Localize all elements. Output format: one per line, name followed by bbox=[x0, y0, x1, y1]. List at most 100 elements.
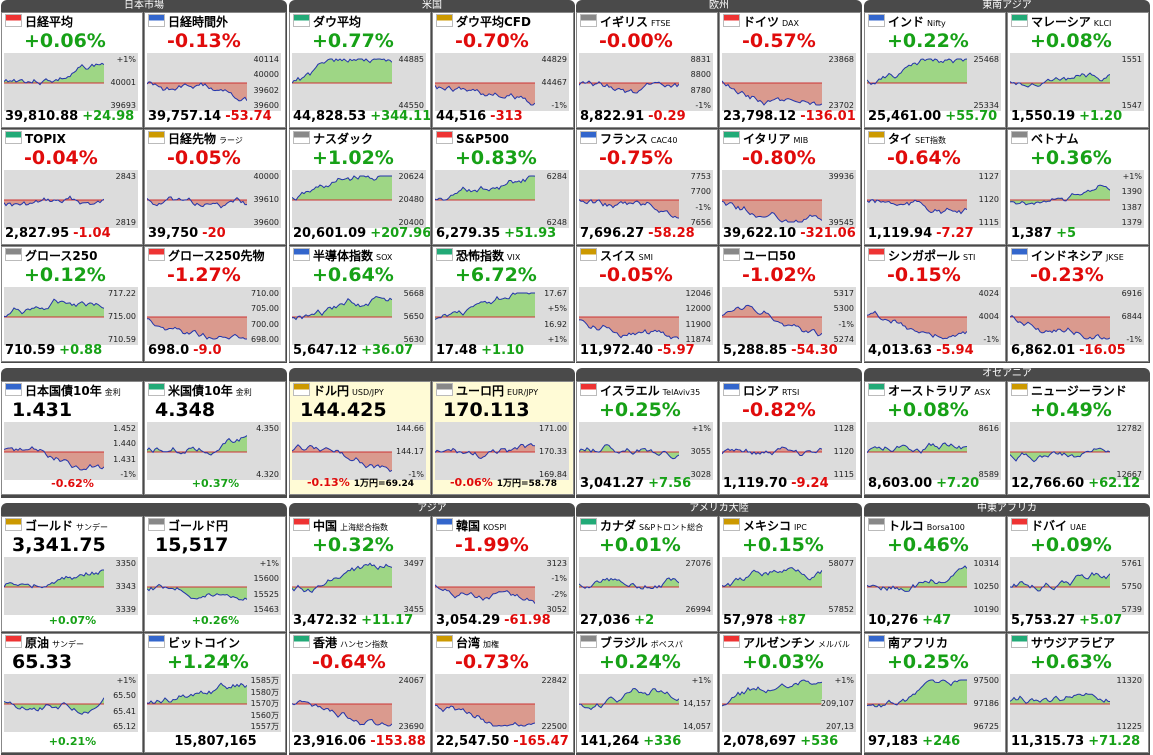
market-tile[interactable]: 日経平均 +0.06% +1% 40001 39693 39,810.88 +24.98 bbox=[1, 12, 143, 128]
market-tile[interactable]: スイス SMI -0.05% 12046 12000 11900 11874 11,972.4… bbox=[576, 246, 718, 362]
market-tile[interactable]: グロース250先物 -1.27% 710.00 705.00 700.00 698.00 6… bbox=[144, 246, 286, 362]
market-tile[interactable]: タイ SET指数 -0.64% 1127 1120 1115 1,119.94 -7.27 bbox=[864, 129, 1006, 245]
market-tile[interactable]: ニュージーランド +0.49% 12782 12667 12,766.60 +62.12 bbox=[1007, 381, 1149, 495]
market-tile[interactable]: イギリス FTSE -0.00% 8831 8800 8780 -1% 8,822.91 -0.… bbox=[576, 12, 718, 128]
price-change: +5.07 bbox=[1079, 613, 1123, 628]
market-tile[interactable]: ナスダック +1.02% 20624 20480 20400 20,601.09 +207.… bbox=[289, 129, 431, 245]
sparkline-area: 5761 5750 5739 bbox=[1009, 557, 1144, 615]
market-tile[interactable]: 原油 サンデー 65.33 +1% 65.50 65.41 65.12 +0.21% bbox=[1, 633, 143, 753]
tile-name-row: S&P500 bbox=[436, 131, 509, 147]
market-tile[interactable]: インド Nifty +0.22% 25468 25334 25,461.00 +55.70 bbox=[864, 12, 1006, 128]
sparkline-area: 1551 1547 bbox=[1009, 53, 1144, 111]
market-tile[interactable]: 日本国債10年 金利 1.431 1.452 1.440 1.431 -1% -0.62% bbox=[1, 381, 143, 495]
headline-value: +0.15% bbox=[742, 534, 824, 556]
market-tile[interactable]: TOPIX -0.04% 2843 2819 2,827.95 -1.04 bbox=[1, 129, 143, 245]
market-tile[interactable]: グロース250 +0.12% 717.22 715.00 710.59 710.59 +0.… bbox=[1, 246, 143, 362]
axis-label: 700.00 bbox=[251, 319, 279, 329]
market-code: FTSE bbox=[651, 19, 671, 28]
market-tile[interactable]: 南アフリカ +0.25% 97500 97186 96725 97,183 +246 bbox=[864, 633, 1006, 753]
axis-label: +1% bbox=[259, 559, 279, 568]
headline-value: +0.06% bbox=[24, 30, 106, 52]
flag-icon bbox=[293, 518, 310, 531]
sparkline-area: 17.67 +5% 16.92 +1% bbox=[434, 287, 569, 345]
sparkline-decor bbox=[578, 198, 680, 219]
market-tile[interactable]: ダウ平均 +0.77% 44885 44550 44,828.53 +344.11 bbox=[289, 12, 431, 128]
flag-icon bbox=[723, 383, 740, 396]
tile-footer: 5,753.27 +5.07 bbox=[1011, 613, 1146, 629]
flag-icon bbox=[723, 131, 740, 144]
axis-label: 1.440 bbox=[113, 439, 136, 449]
market-tile[interactable]: ビットコイン +1.24% 1585万 1580万 1570万 1560万 1557万 15,… bbox=[144, 633, 286, 753]
market-tile[interactable]: ドバイ UAE +0.09% 5761 5750 5739 5,753.27 +5.07 bbox=[1007, 516, 1149, 632]
axis-label: 2843 bbox=[115, 172, 136, 181]
market-tile[interactable]: ユーロ50 -1.02% 5317 5300 -1% 5274 5,288.85 -54.30 bbox=[719, 246, 861, 362]
market-tile[interactable]: ベトナム +0.36% +1% 1390 1387 1379 1,387 +5 bbox=[1007, 129, 1149, 245]
market-tile[interactable]: 米国債10年 金利 4.348 4.350 4.320 +0.37% bbox=[144, 381, 286, 495]
market-tile[interactable]: フランス CAC40 -0.75% 7753 7700 -1% 7656 7,696.27 -5… bbox=[576, 129, 718, 245]
market-tile[interactable]: 日経先物 ラージ -0.05% 40000 39610 39600 39,750 -20 bbox=[144, 129, 286, 245]
yen-rate: 1万円=58.78 bbox=[496, 479, 557, 489]
axis-label: 5668 bbox=[403, 289, 424, 298]
sparkline-decor bbox=[866, 310, 968, 340]
market-tile[interactable]: S&P500 +0.83% 6284 6248 6,279.35 +51.93 bbox=[432, 129, 574, 245]
market-tile[interactable]: インドネシア JKSE -0.23% 6916 6844 -1% 6,862.01 -16.0… bbox=[1007, 246, 1149, 362]
market-tile[interactable]: ドイツ DAX -0.57% 23868 23702 23,798.12 -136.01 bbox=[719, 12, 861, 128]
axis-label: 40114 bbox=[253, 55, 279, 64]
flag-icon bbox=[580, 518, 597, 531]
market-tile[interactable]: ユーロ円 EUR/JPY 170.113 171.00 170.33 169.84 -0.0… bbox=[432, 381, 574, 495]
market-tile[interactable]: 台湾 加権 -0.73% 22842 22500 22,547.50 -165.47 bbox=[432, 633, 574, 753]
market-tile[interactable]: オーストラリア ASX +0.08% 8616 8589 8,603.00 +7.20 bbox=[864, 381, 1006, 495]
market-tile[interactable]: マレーシア KLCI +0.08% 1551 1547 1,550.19 +1.20 bbox=[1007, 12, 1149, 128]
market-tile[interactable]: ドル円 USD/JPY 144.425 144.66 144.17 -1% -0.13% 1万… bbox=[289, 381, 431, 495]
axis-label: 5630 bbox=[403, 335, 424, 344]
sparkline-area: 6284 6248 bbox=[434, 170, 569, 228]
sparkline-area: 10314 10250 10190 bbox=[866, 557, 1001, 615]
market-tile[interactable]: 韓国 KOSPI -1.99% 3123 -1% -2% 3052 3,054.29 -61.9… bbox=[432, 516, 574, 632]
flag-icon bbox=[723, 14, 740, 27]
market-tile[interactable]: ダウ平均CFD -0.70% 44829 44467 -1% 44,516 -313 bbox=[432, 12, 574, 128]
tile-footer: 17.48 +1.10 bbox=[436, 343, 571, 359]
axis-label: 11225 bbox=[1116, 722, 1142, 731]
tile-footer: 3,054.29 -61.98 bbox=[436, 613, 571, 629]
market-tile[interactable]: 香港 ハンセン指数 -0.64% 24067 23690 23,916.06 -153.88 bbox=[289, 633, 431, 753]
sparkline-decor bbox=[434, 703, 536, 727]
market-tile[interactable]: イスラエル TelAviv35 +0.25% +1% 3055 3028 3,041.27 +… bbox=[576, 381, 718, 495]
tile-name-row: アルゼンチン メルバル bbox=[723, 635, 850, 651]
market-tile[interactable]: 半導体指数 SOX +0.64% 5668 5650 5630 5,647.12 +36.07 bbox=[289, 246, 431, 362]
market-tile[interactable]: サウジアラビア +0.63% 11320 11225 11,315.73 +71.28 bbox=[1007, 633, 1149, 753]
region-title: 欧州 bbox=[709, 0, 729, 11]
market-code: KLCI bbox=[1093, 19, 1112, 28]
price-change: -5.97 bbox=[657, 343, 695, 358]
market-tile[interactable]: シンガポール STI -0.15% 4024 4004 -1% 4,013.63 -5.94 bbox=[864, 246, 1006, 362]
market-tile[interactable]: イタリア MIB -0.80% 39936 39545 39,622.10 -321.06 bbox=[719, 129, 861, 245]
market-tile[interactable]: アルゼンチン メルバル +0.03% +1% 209,107 207,13 2,078,69… bbox=[719, 633, 861, 753]
sparkline-decor bbox=[3, 569, 104, 589]
sparkline-decor bbox=[721, 199, 823, 223]
sparkline-area: 40000 39610 39600 bbox=[146, 170, 281, 228]
flag-icon bbox=[148, 383, 165, 396]
market-tile[interactable]: トルコ Borsa100 +0.46% 10314 10250 10190 10,276 +4… bbox=[864, 516, 1006, 632]
price-change: +0.88 bbox=[59, 343, 103, 358]
flag-icon bbox=[868, 248, 885, 261]
market-tile[interactable]: ブラジル ボベスパ +0.24% +1% 14,157 14,057 141,264 +336 bbox=[576, 633, 718, 753]
headline-value: +0.01% bbox=[599, 534, 681, 556]
market-tile[interactable]: 日経時間外 -0.13% 40114 40000 39602 39600 39,757.14… bbox=[144, 12, 286, 128]
tile-name-row: ユーロ50 bbox=[723, 248, 796, 264]
market-tile[interactable]: カナダ S&Pトロント総合 +0.01% 27076 26994 27,036 +2 bbox=[576, 516, 718, 632]
market-tile[interactable]: 中国 上海総合指数 +0.32% 3497 3455 3,472.32 +11.17 bbox=[289, 516, 431, 632]
market-name: ロシア bbox=[743, 384, 780, 398]
market-tile[interactable]: ロシア RTSI -0.82% 1128 1120 1115 1,119.70 -9.24 bbox=[719, 381, 861, 495]
axis-label: +1% bbox=[547, 335, 567, 344]
market-name: 恐怖指数 bbox=[456, 249, 505, 263]
market-tile[interactable]: 恐怖指数 VIX +6.72% 17.67 +5% 16.92 +1% 17.48 +1.10 bbox=[432, 246, 574, 362]
market-tile[interactable]: メキシコ IPC +0.15% 58077 57852 57,978 +87 bbox=[719, 516, 861, 632]
axis-label: 65.41 bbox=[113, 706, 136, 716]
market-name: 中国 bbox=[313, 519, 338, 533]
market-tile[interactable]: ゴールド サンデー 3,341.75 3350 3343 3339 +0.07% bbox=[1, 516, 143, 632]
price: 1,550.19 bbox=[1011, 109, 1076, 124]
headline-value: -0.64% bbox=[887, 147, 961, 169]
price-change: +336 bbox=[643, 734, 682, 749]
flag-icon bbox=[148, 248, 165, 261]
market-tile[interactable]: ゴールド円 15,517 +1% 15600 15525 15463 +0.26% bbox=[144, 516, 286, 632]
tile-name-row: ビットコイン bbox=[148, 635, 240, 651]
